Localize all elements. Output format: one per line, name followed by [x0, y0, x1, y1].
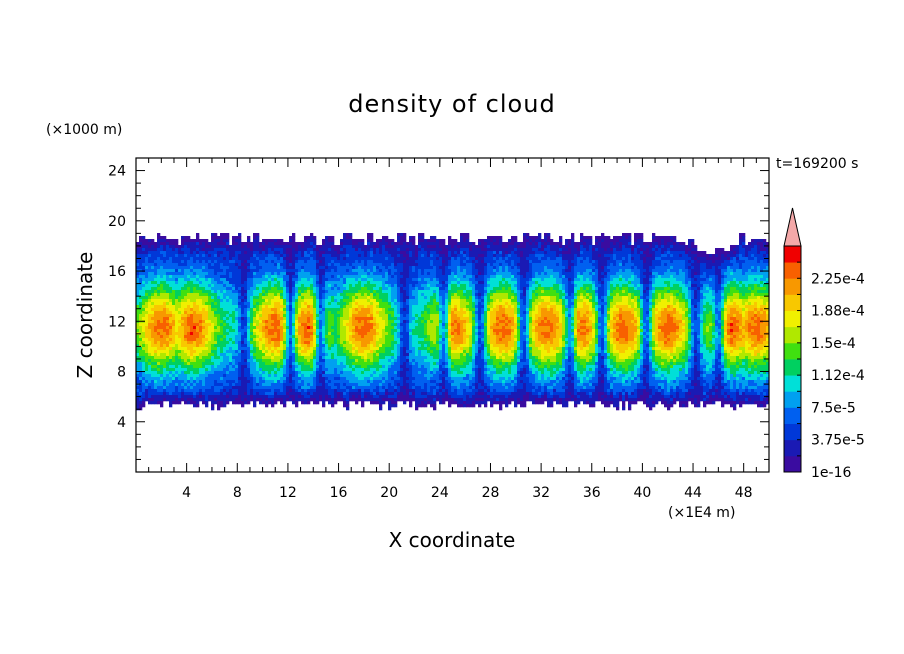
colorbar-segment — [784, 246, 801, 263]
x-tick-label: 44 — [684, 485, 702, 501]
x-unit-label: (×1E4 m) — [668, 505, 735, 521]
y-axis-label: Z coordinate — [73, 252, 97, 379]
y-tick-label: 16 — [108, 264, 126, 280]
colorbar-tick-label: 2.25e-4 — [811, 271, 865, 287]
colorbar-segment — [784, 294, 801, 311]
y-unit-label: (×1000 m) — [46, 122, 122, 138]
colorbar-tick-label: 1e-16 — [811, 465, 851, 481]
x-tick-label: 28 — [482, 485, 500, 501]
colorbar-segment — [784, 407, 801, 424]
colorbar-segment — [784, 262, 801, 279]
colorbar-tick-label: 1.5e-4 — [811, 336, 856, 352]
colorbar-segment — [784, 375, 801, 392]
x-tick-label: 20 — [380, 485, 398, 501]
colorbar-segment — [784, 423, 801, 441]
colorbar-segment — [784, 310, 801, 328]
colorbar-segment — [784, 342, 801, 360]
colorbar-tick-label: 1.88e-4 — [811, 304, 865, 320]
colorbar-segment — [784, 326, 801, 344]
x-tick-label: 4 — [182, 485, 191, 501]
x-tick-label: 16 — [330, 485, 348, 501]
colorbar-segment — [784, 439, 801, 457]
heatmap-field — [136, 233, 769, 411]
colorbar-segment — [784, 391, 801, 408]
colorbar-tick-label: 1.12e-4 — [811, 368, 865, 384]
x-tick-label: 8 — [233, 485, 242, 501]
time-label: t=169200 s — [776, 156, 858, 172]
y-axis: 4 8 12 16 20 24 — [108, 164, 769, 460]
colorbar-segment — [784, 359, 801, 376]
x-axis-label: X coordinate — [389, 528, 516, 552]
x-tick-label: 24 — [431, 485, 449, 501]
y-tick-label: 24 — [108, 164, 126, 180]
chart-title: density of cloud — [348, 90, 555, 118]
colorbar-tick-label: 7.5e-5 — [811, 400, 856, 416]
x-tick-label: 32 — [532, 485, 550, 501]
x-tick-label: 12 — [279, 485, 297, 501]
y-tick-label: 8 — [117, 365, 126, 381]
x-tick-label: 40 — [633, 485, 651, 501]
x-axis: 4 8 12 16 20 24 28 32 36 40 44 48 — [148, 158, 757, 501]
colorbar: 2.25e-4 1.88e-4 1.5e-4 1.12e-4 7.5e-5 3.75e-5… — [783, 207, 865, 481]
y-tick-label: 20 — [108, 214, 126, 230]
x-tick-label: 36 — [583, 485, 601, 501]
x-tick-label: 48 — [735, 485, 753, 501]
colorbar-segment — [784, 278, 801, 295]
y-tick-label: 4 — [117, 415, 126, 431]
y-tick-label: 12 — [108, 314, 126, 330]
colorbar-tick-label: 3.75e-5 — [811, 433, 865, 449]
colorbar-segment — [784, 455, 801, 473]
colorbar-extend-arrow — [783, 207, 802, 247]
